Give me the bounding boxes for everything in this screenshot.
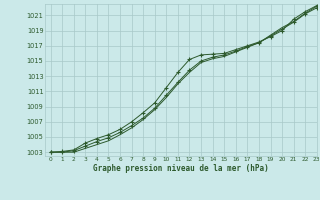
X-axis label: Graphe pression niveau de la mer (hPa): Graphe pression niveau de la mer (hPa) bbox=[93, 164, 269, 173]
